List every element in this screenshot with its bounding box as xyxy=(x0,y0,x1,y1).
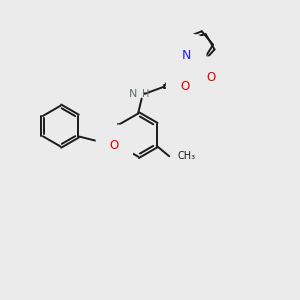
Text: O: O xyxy=(110,139,119,152)
Text: O: O xyxy=(206,70,215,83)
Text: CH₃: CH₃ xyxy=(178,151,196,161)
Text: N: N xyxy=(182,49,191,62)
Text: O: O xyxy=(180,80,189,93)
Text: N: N xyxy=(129,89,137,99)
Text: H: H xyxy=(142,89,149,99)
